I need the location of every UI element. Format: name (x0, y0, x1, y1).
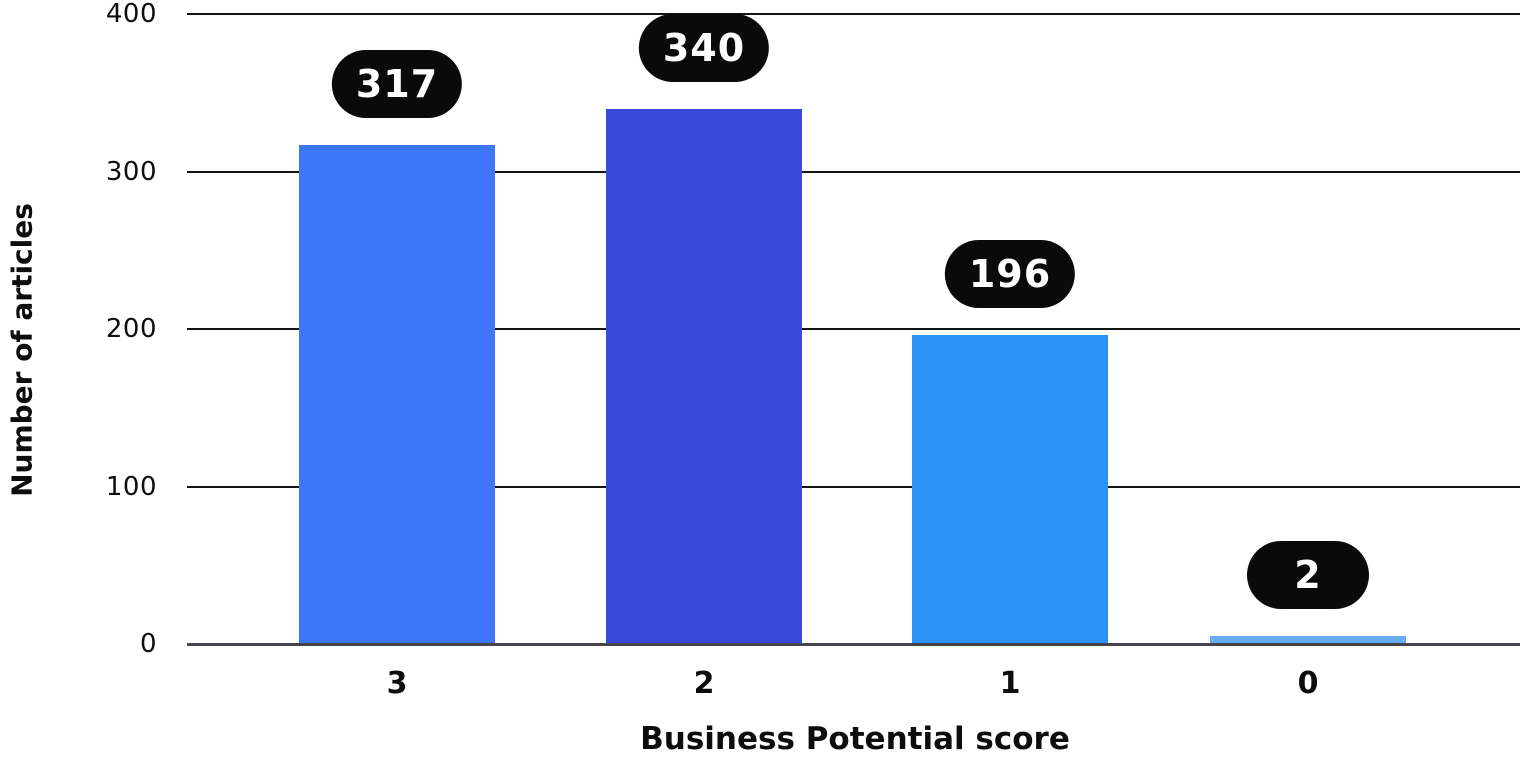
bar-category-2[interactable] (606, 108, 802, 644)
x-axis-line (187, 642, 1520, 646)
y-tick-label: 0 (139, 629, 157, 659)
x-tick-label: 0 (1297, 666, 1319, 701)
y-axis-title: Number of articles (5, 203, 39, 497)
value-badge: 196 (944, 240, 1076, 309)
gridline (187, 13, 1520, 15)
y-tick-label: 200 (105, 314, 157, 344)
value-badge: 2 (1247, 541, 1369, 609)
y-tick-label: 400 (105, 0, 157, 29)
x-tick-label: 1 (999, 666, 1021, 701)
gridline (187, 328, 1520, 330)
x-axis-title: Business Potential score (640, 721, 1070, 757)
bar-category-1[interactable] (912, 335, 1108, 644)
y-tick-label: 300 (105, 156, 157, 187)
bar-category-0[interactable] (1210, 636, 1406, 644)
value-badge: 340 (638, 13, 770, 82)
bar-category-3[interactable] (299, 144, 495, 644)
value-badge: 317 (331, 49, 463, 118)
y-tick-label: 100 (105, 471, 157, 502)
gridline (187, 170, 1520, 173)
gridline (187, 485, 1520, 488)
x-tick-label: 3 (386, 666, 408, 701)
x-tick-label: 2 (693, 666, 715, 701)
